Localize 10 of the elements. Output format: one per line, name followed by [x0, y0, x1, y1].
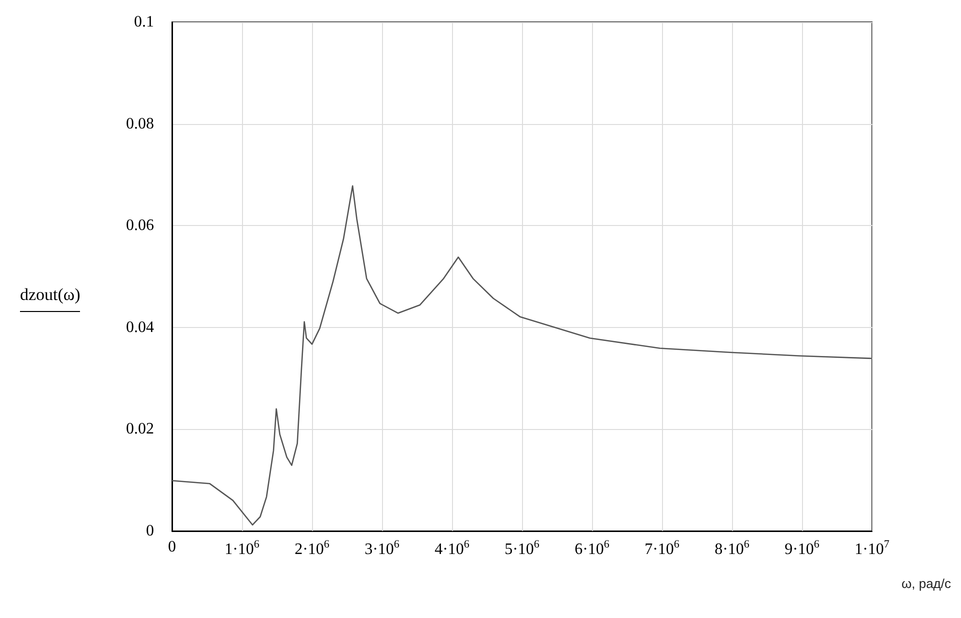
y-tick-label: 0: [146, 522, 154, 540]
y-tick-label: 0.1: [134, 14, 154, 30]
x-axis-title: ω, рад/с: [901, 576, 951, 591]
y-tick-label: 0.06: [126, 217, 154, 234]
y-tick-label: 0.02: [126, 420, 154, 438]
y-axis-title: dzout(ω): [20, 285, 80, 312]
y-tick-label: 0.04: [126, 318, 154, 336]
y-tick-label: 0.08: [126, 115, 154, 132]
line-series: [171, 185, 873, 526]
x-tick-label: 0: [168, 538, 176, 556]
